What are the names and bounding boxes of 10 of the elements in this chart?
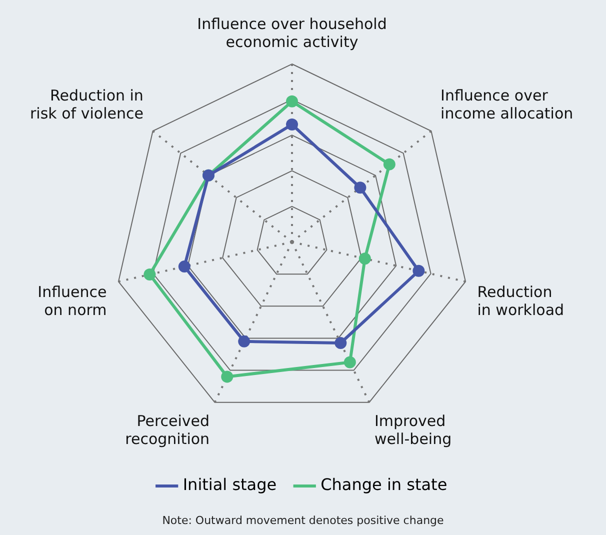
legend-label: Initial stage bbox=[182, 475, 277, 494]
spoke-label: Influence over household economic activity bbox=[197, 14, 387, 51]
text: Note: Outward movement denotes positive change bbox=[161, 514, 445, 527]
spoke-label: Influence over income allocation bbox=[440, 86, 574, 122]
spoke-label: Perceived recognition bbox=[125, 412, 210, 448]
spoke-label: Reduction in risk of violence bbox=[30, 86, 144, 122]
spoke-label: Influence on norm bbox=[38, 283, 107, 320]
legend-label: Change in state bbox=[320, 475, 448, 494]
spoke-label: Reduction in workload bbox=[477, 283, 564, 320]
spoke-label: Improved well-being bbox=[374, 412, 452, 448]
